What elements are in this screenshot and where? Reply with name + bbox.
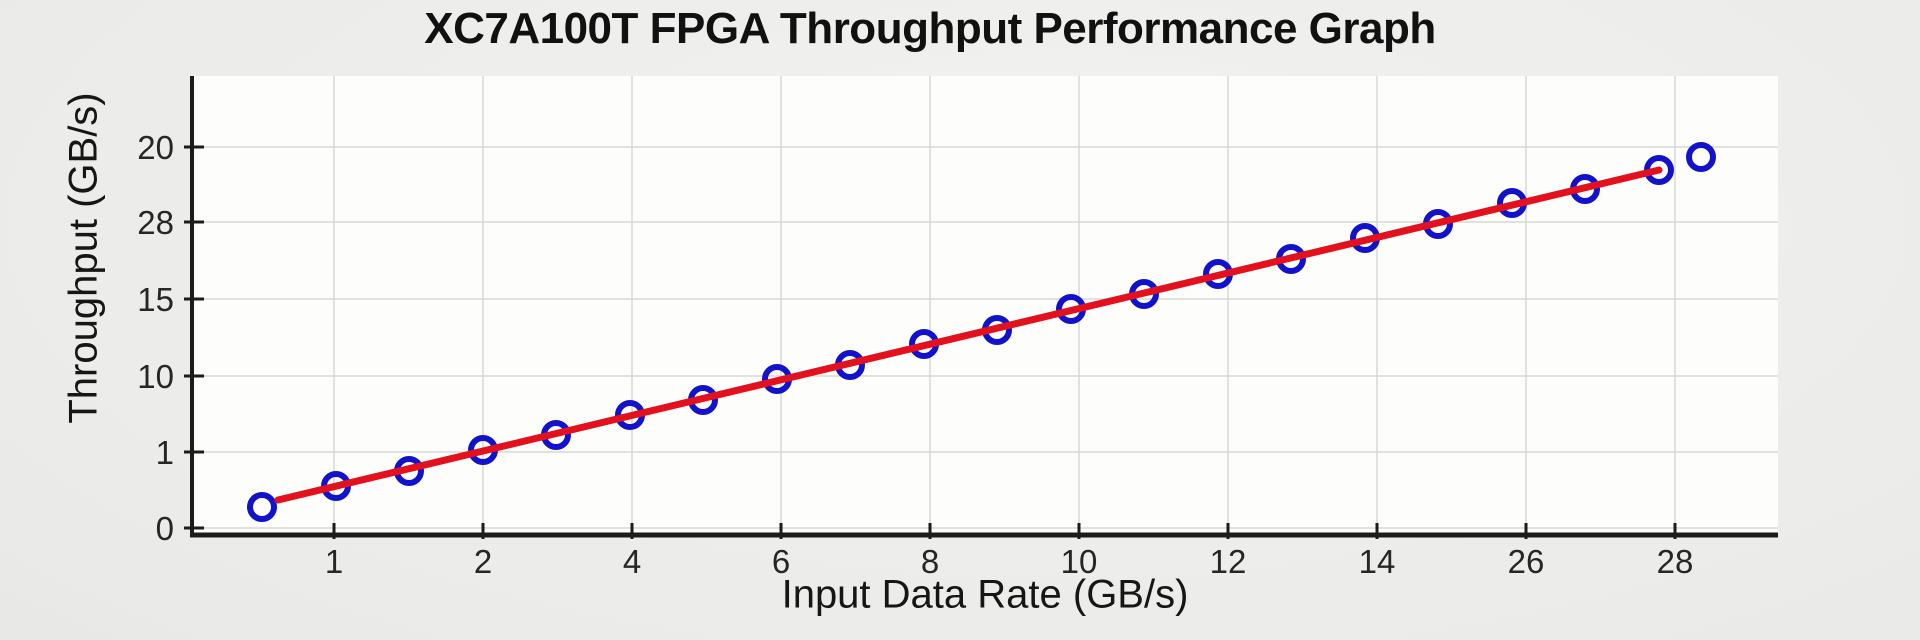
x-tick-label: 12 — [1210, 543, 1247, 580]
y-tick-label: 10 — [137, 358, 174, 395]
y-tick-label: 1 — [156, 434, 174, 471]
x-axis-label: Input Data Rate (GB/s) — [781, 572, 1189, 617]
x-tick-label: 10 — [1061, 543, 1098, 580]
chart-title: XC7A100T FPGA Throughput Performance Gra… — [424, 4, 1436, 53]
x-tick-label: 26 — [1508, 543, 1545, 580]
x-tick-label: 2 — [474, 543, 492, 580]
data-point-marker — [1686, 142, 1716, 172]
y-tick-label: 15 — [137, 281, 174, 318]
x-tick-label: 1 — [325, 543, 343, 580]
x-tick-label: 8 — [921, 543, 939, 580]
data-point-marker — [247, 492, 277, 522]
y-axis-label: Throughput (GB/s) — [61, 92, 106, 424]
y-tick-label: 0 — [156, 510, 174, 547]
x-tick-label: 28 — [1657, 543, 1694, 580]
x-tick-label: 14 — [1359, 543, 1396, 580]
y-tick-label: 20 — [137, 129, 174, 166]
x-tick-label: 6 — [772, 543, 790, 580]
y-tick-label: 28 — [137, 204, 174, 241]
fit-line — [274, 166, 1663, 504]
x-tick-label: 4 — [623, 543, 641, 580]
